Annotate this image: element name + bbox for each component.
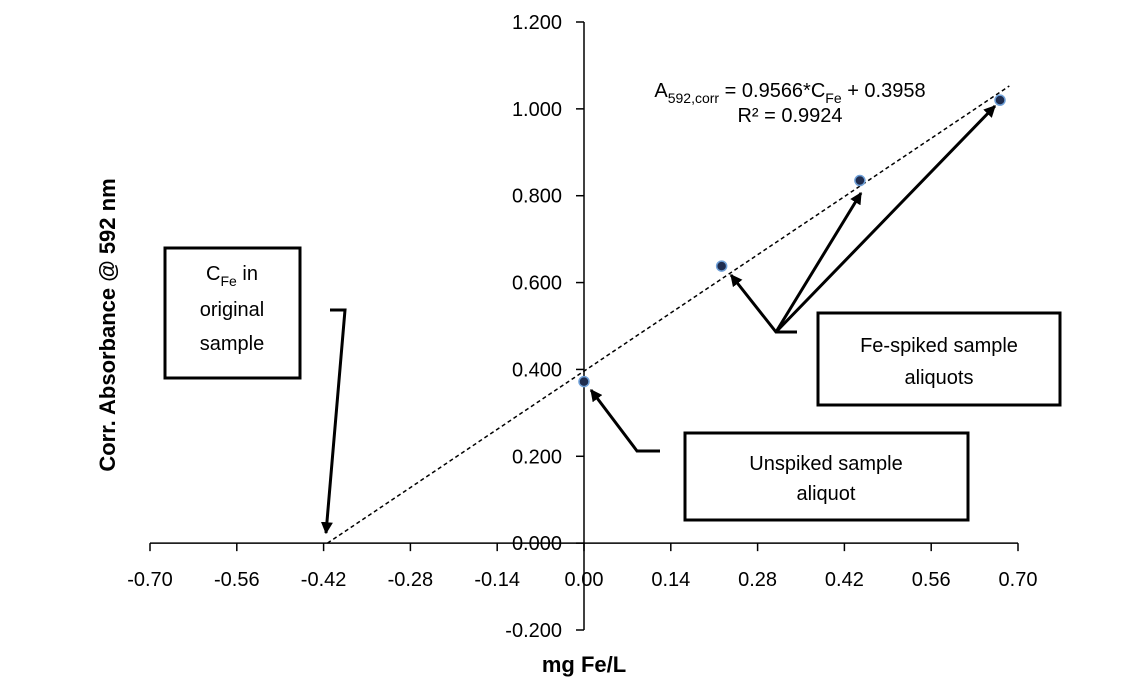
ann-part: in xyxy=(237,263,258,285)
x-tick-label: -0.28 xyxy=(388,569,434,591)
data-point xyxy=(854,174,866,187)
y-axis-title: Corr. Absorbance @ 592 nm xyxy=(95,178,120,471)
eq-part: = 0.9566*C xyxy=(719,80,825,102)
x-tick-label: 0.00 xyxy=(565,569,604,591)
r-squared: R² = 0.9924 xyxy=(737,105,842,127)
annotation-text: sample xyxy=(200,333,264,355)
x-tick-label: -0.42 xyxy=(301,569,347,591)
eq-part: A xyxy=(654,80,668,102)
trendline-equation: A592,corr = 0.9566*CFe + 0.3958 xyxy=(654,80,925,106)
y-tick-label: 0.400 xyxy=(512,359,562,381)
annotation-arrow xyxy=(774,104,997,334)
annotation-box xyxy=(816,311,1062,407)
annotation-box xyxy=(683,431,970,522)
x-tick-label: 0.70 xyxy=(999,569,1038,591)
x-tick-label: 0.56 xyxy=(912,569,951,591)
y-tick-label: 0.600 xyxy=(512,273,562,295)
x-tick-label: -0.70 xyxy=(127,569,173,591)
x-tick-label: 0.42 xyxy=(825,569,864,591)
annotation-text: original xyxy=(200,299,264,321)
data-point xyxy=(994,94,1006,106)
data-point xyxy=(715,260,728,272)
annotation-text: CFe in xyxy=(206,263,258,289)
data-point xyxy=(578,375,590,388)
annotation-arrow xyxy=(729,274,797,334)
x-axis-title: mg Fe/L xyxy=(542,652,626,677)
ann-sub: Fe xyxy=(220,273,237,289)
eq-part: + 0.3958 xyxy=(842,80,926,102)
y-tick-label: 0.800 xyxy=(512,186,562,208)
eq-sub: Fe xyxy=(825,90,842,106)
x-tick-label: -0.14 xyxy=(474,569,520,591)
annotation-box xyxy=(163,246,302,380)
y-tick-label: 1.200 xyxy=(512,12,562,34)
annotation-arrow xyxy=(774,191,863,333)
marks xyxy=(327,85,1010,544)
x-tick-label: -0.56 xyxy=(214,569,260,591)
axes: -0.70 -0.56 -0.42 -0.28 -0.14 0.00 0.14 0.28 0.4… xyxy=(127,12,1037,642)
trendline xyxy=(327,85,1010,544)
annotation-arrow xyxy=(320,308,347,535)
annotation-text: aliquot xyxy=(797,483,856,505)
annotation-text: Unspiked sample xyxy=(749,453,902,475)
annotation-text: Fe-spiked sample xyxy=(860,335,1018,357)
y-tick-label: 0.000 xyxy=(512,533,562,555)
y-tick-label: 0.200 xyxy=(512,446,562,468)
y-tick-label: -0.200 xyxy=(505,620,562,642)
ann-part: C xyxy=(206,263,220,285)
annotation-text: aliquots xyxy=(905,367,974,389)
x-tick-label: 0.28 xyxy=(738,569,777,591)
x-tick-label: 0.14 xyxy=(651,569,690,591)
y-tick-label: 1.000 xyxy=(512,99,562,121)
eq-sub: 592,corr xyxy=(668,90,720,106)
annotation-arrow xyxy=(589,389,660,453)
